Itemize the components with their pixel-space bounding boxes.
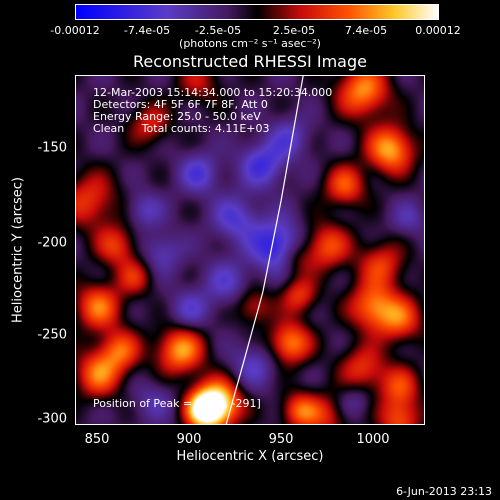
y-tick-label: -150 <box>37 140 67 156</box>
y-axis-label: Heliocentric Y (arcsec) <box>10 177 26 323</box>
plot-overlay <box>225 76 304 424</box>
y-tick-label: -250 <box>37 327 67 343</box>
x-tick-label: 900 <box>176 432 202 447</box>
y-tick-label: -300 <box>37 411 67 427</box>
solar-limb-line <box>225 76 304 424</box>
chart-title: Reconstructed RHESSI Image <box>133 52 367 71</box>
colorbar <box>75 4 439 20</box>
colorbar-tick: 0.00012 <box>415 24 461 37</box>
colorbar-units: (photons cm⁻² s⁻¹ asec⁻²) <box>179 37 321 50</box>
annotation-energy-range: Energy Range: 25.0 - 50.0 keV <box>93 110 261 123</box>
colorbar-tick: -7.4e-05 <box>123 24 171 37</box>
x-tick-label: 950 <box>268 432 294 447</box>
footer-timestamp: 6-Jun-2013 23:13 <box>396 485 492 498</box>
colorbar-tick: -0.00012 <box>50 24 100 37</box>
y-tick-label: -200 <box>37 235 67 251</box>
plot-area <box>75 75 425 425</box>
heatmap-image <box>76 76 424 424</box>
x-tick-label: 1000 <box>356 432 390 447</box>
annotation-time-range: 12-Mar-2003 15:14:34.000 to 15:20:34.000 <box>93 86 333 99</box>
annotation-clean-counts: Clean Total counts: 4.11E+03 <box>93 122 270 135</box>
annotation-detectors: Detectors: 4F 5F 6F 7F 8F, Att 0 <box>93 98 268 111</box>
colorbar-tick: 2.5e-05 <box>272 24 316 37</box>
x-tick-label: 850 <box>84 432 110 447</box>
colorbar-tick: 7.4e-05 <box>344 24 388 37</box>
x-axis-label: Heliocentric X (arcsec) <box>176 449 324 464</box>
colorbar-tick: -2.5e-05 <box>194 24 242 37</box>
peak-position-label: Position of Peak = [ 915, -291] <box>93 397 261 410</box>
